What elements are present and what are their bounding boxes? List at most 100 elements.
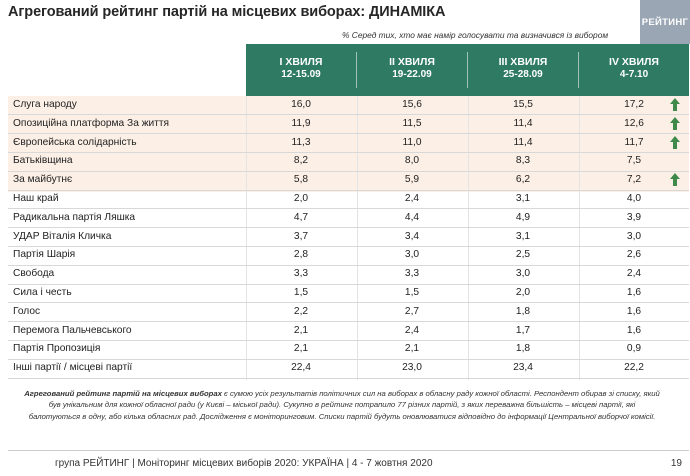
- rating-value-wave-2: 3,4: [404, 230, 420, 242]
- rating-value-wave-1: 5,8: [293, 174, 309, 186]
- rating-value-wave-4: 11,7: [624, 136, 644, 148]
- party-name: Наш край: [13, 193, 59, 204]
- column-divider: [357, 96, 358, 380]
- header-divider: [356, 52, 357, 88]
- rating-value-wave-4: 17,2: [624, 99, 644, 110]
- row-separator: [8, 133, 689, 135]
- table-row: Європейська солідарність 11,3 11,0 11,4 11,7: [8, 134, 689, 153]
- rating-value-wave-3: 1,8: [515, 305, 531, 317]
- rating-value-wave-1: 16,0: [291, 99, 311, 110]
- party-name: Європейська солідарність: [13, 136, 137, 148]
- rating-value-wave-1: 3,7: [293, 230, 309, 242]
- rating-value-wave-4: 7,5: [626, 155, 642, 167]
- row-separator: [8, 321, 689, 323]
- column-divider: [579, 96, 580, 380]
- row-separator: [8, 151, 689, 153]
- wave-header-3: ІІІ ХВИЛЯ 25-28.09: [498, 56, 548, 80]
- rating-value-wave-4: 4,0: [626, 193, 642, 204]
- rating-value-wave-3: 15,5: [513, 99, 533, 110]
- rating-value-wave-2: 3,3: [404, 268, 420, 280]
- rating-value-wave-3: 11,4: [513, 117, 533, 129]
- table-row: Інші партії / місцеві партії 22,4 23,0 23,4…: [8, 359, 689, 378]
- rating-value-wave-3: 3,0: [515, 268, 531, 280]
- rating-value-wave-4: 1,6: [626, 287, 642, 298]
- rating-value-wave-2: 11,0: [402, 136, 422, 148]
- row-separator: [8, 302, 689, 304]
- rating-value-wave-2: 1,5: [404, 287, 420, 298]
- rating-value-wave-4: 1,6: [626, 324, 642, 336]
- table-row: Радикальна партія Ляшка 4,7 4,4 4,9 3,9: [8, 209, 689, 228]
- table-row: Партія Пропозиція 2,1 2,1 1,8 0,9: [8, 340, 689, 359]
- rating-value-wave-3: 3,1: [515, 193, 531, 204]
- party-name: Опозиційна платформа За життя: [13, 117, 170, 129]
- table-row: Слуга народу 16,0 15,6 15,5 17,2: [8, 96, 689, 115]
- table-row: Наш край 2,0 2,4 3,1 4,0: [8, 190, 689, 209]
- table-row: Голос 2,2 2,7 1,8 1,6: [8, 303, 689, 322]
- rating-value-wave-4: 2,6: [626, 249, 642, 261]
- rating-value-wave-4: 0,9: [626, 343, 642, 355]
- rating-value-wave-2: 23,0: [402, 362, 422, 374]
- table-row: Партія Шарія 2,8 3,0 2,5 2,6: [8, 246, 689, 265]
- row-separator: [8, 283, 689, 285]
- table-row: За майбутнє 5,8 5,9 6,2 7,2: [8, 171, 689, 190]
- row-separator: [8, 170, 689, 172]
- row-separator: [8, 245, 689, 247]
- party-name: Голос: [13, 305, 41, 317]
- rating-value-wave-4: 1,6: [626, 305, 642, 317]
- rating-value-wave-1: 2,2: [293, 305, 309, 317]
- row-separator: [8, 377, 689, 379]
- footnote-bold: Агрегований рейтинг партій на місцевих в…: [24, 389, 222, 398]
- table-row: Свобода 3,3 3,3 3,0 2,4: [8, 265, 689, 284]
- rating-value-wave-3: 4,9: [515, 211, 531, 223]
- rating-value-wave-1: 2,0: [293, 193, 309, 204]
- table-row: Батьківщина 8,2 8,0 8,3 7,5: [8, 152, 689, 171]
- trend-up-arrow-icon: [670, 116, 680, 130]
- trend-up-arrow-icon: [670, 135, 680, 149]
- rating-value-wave-2: 11,5: [402, 117, 422, 129]
- party-name: Перемога Пальчевського: [13, 324, 132, 336]
- party-name: Свобода: [13, 268, 55, 280]
- rating-value-wave-2: 3,0: [404, 249, 420, 261]
- page-title: Агрегований рейтинг партій на місцевих в…: [8, 4, 446, 20]
- table-row: Перемога Пальчевського 2,1 2,4 1,7 1,6: [8, 322, 689, 341]
- rating-value-wave-1: 1,5: [293, 287, 309, 298]
- party-name: Сила і честь: [13, 287, 72, 298]
- wave-header-1: І ХВИЛЯ 12-15.09: [279, 56, 323, 80]
- column-divider: [246, 96, 247, 380]
- party-name: Батьківщина: [13, 155, 73, 167]
- rating-value-wave-4: 3,0: [626, 230, 642, 242]
- row-separator: [8, 114, 689, 116]
- rating-value-wave-2: 2,7: [404, 305, 420, 317]
- party-name: Партія Шарія: [13, 249, 76, 261]
- rating-value-wave-1: 2,8: [293, 249, 309, 261]
- row-separator: [8, 358, 689, 360]
- party-name: Партія Пропозиція: [13, 343, 101, 355]
- rating-value-wave-2: 2,4: [404, 324, 420, 336]
- rating-value-wave-1: 8,2: [293, 155, 309, 167]
- rating-value-wave-2: 5,9: [404, 174, 420, 186]
- rating-logo: РЕЙТИНГ: [640, 0, 690, 44]
- rating-value-wave-2: 15,6: [402, 99, 422, 110]
- rating-value-wave-3: 1,8: [515, 343, 531, 355]
- footnote-text: є сумою усіх результатів політичних сил …: [28, 389, 660, 421]
- party-name: УДАР Віталія Кличка: [13, 230, 112, 242]
- party-name: Радикальна партія Ляшка: [13, 211, 136, 223]
- rating-value-wave-2: 2,4: [404, 193, 420, 204]
- rating-value-wave-1: 22,4: [291, 362, 311, 374]
- wave-header-4: IV ХВИЛЯ 4-7.10: [609, 56, 659, 80]
- column-divider: [468, 96, 469, 380]
- party-name: Слуга народу: [13, 99, 77, 110]
- rating-value-wave-1: 4,7: [293, 211, 309, 223]
- trend-up-arrow-icon: [670, 98, 680, 111]
- footer-text: група РЕЙТИНГ | Моніторинг місцевих вибо…: [55, 458, 433, 469]
- rating-value-wave-3: 11,4: [513, 136, 533, 148]
- rating-value-wave-1: 3,3: [293, 268, 309, 280]
- top-parties-highlight: [8, 96, 689, 192]
- header-divider: [578, 52, 579, 88]
- row-separator: [8, 339, 689, 341]
- row-separator: [8, 227, 689, 229]
- rating-value-wave-1: 11,9: [291, 117, 311, 129]
- rating-value-wave-4: 3,9: [626, 211, 642, 223]
- rating-value-wave-3: 3,1: [515, 230, 531, 242]
- wave-header-2: ІІ ХВИЛЯ 19-22.09: [389, 56, 435, 80]
